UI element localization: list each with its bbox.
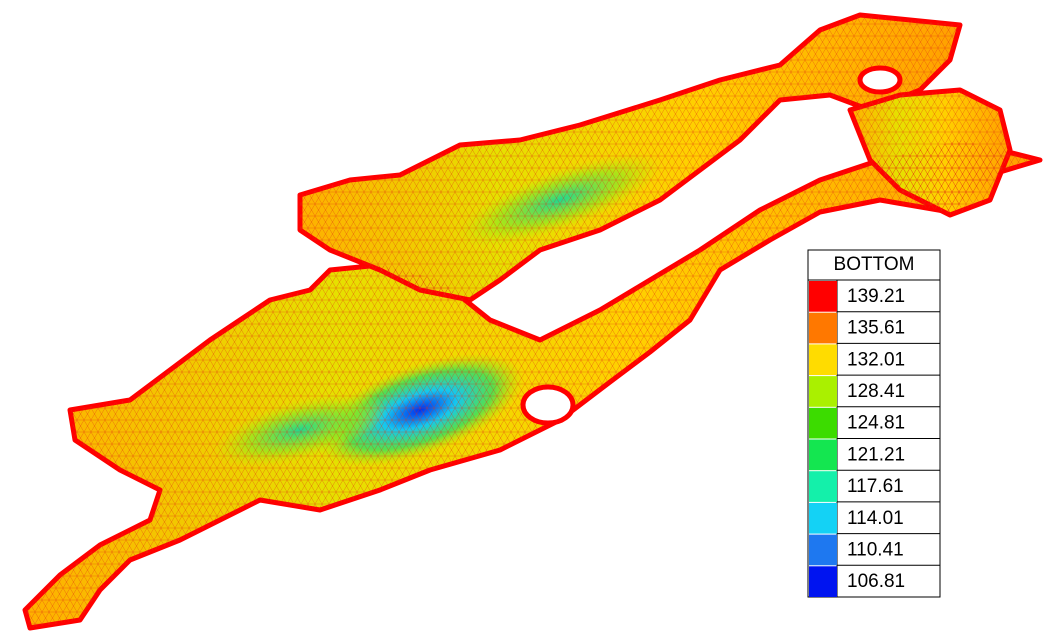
legend-value: 135.61 [847, 318, 905, 339]
legend-value: 106.81 [847, 571, 905, 592]
legend-value: 121.21 [847, 444, 905, 465]
legend-swatch [809, 471, 837, 502]
legend-value: 139.21 [847, 286, 905, 307]
island [523, 387, 573, 423]
legend-value: 110.41 [847, 539, 904, 560]
viewport: BOTTOM 139.21 135.61 132.01 128.41 124.81 121… [0, 0, 1045, 633]
legend-swatch [809, 503, 837, 534]
legend-title: BOTTOM [834, 254, 915, 275]
legend-value: 124.81 [847, 413, 905, 434]
legend-swatch [809, 408, 837, 439]
legend-swatch [809, 440, 837, 471]
legend-value: 132.01 [847, 349, 905, 370]
mesh-map: BOTTOM 139.21 135.61 132.01 128.41 124.81 121… [0, 0, 1045, 633]
legend-swatch [809, 281, 837, 312]
legend-swatch [809, 535, 837, 566]
legend: BOTTOM 139.21 135.61 132.01 128.41 124.81 121… [808, 250, 940, 597]
legend-swatch [809, 344, 837, 375]
legend-swatch [809, 313, 837, 344]
legend-value: 117.61 [847, 476, 904, 497]
legend-swatch [809, 566, 837, 597]
legend-swatch [809, 376, 837, 407]
island [860, 68, 900, 92]
legend-value: 128.41 [847, 381, 905, 402]
legend-value: 114.01 [847, 508, 904, 529]
